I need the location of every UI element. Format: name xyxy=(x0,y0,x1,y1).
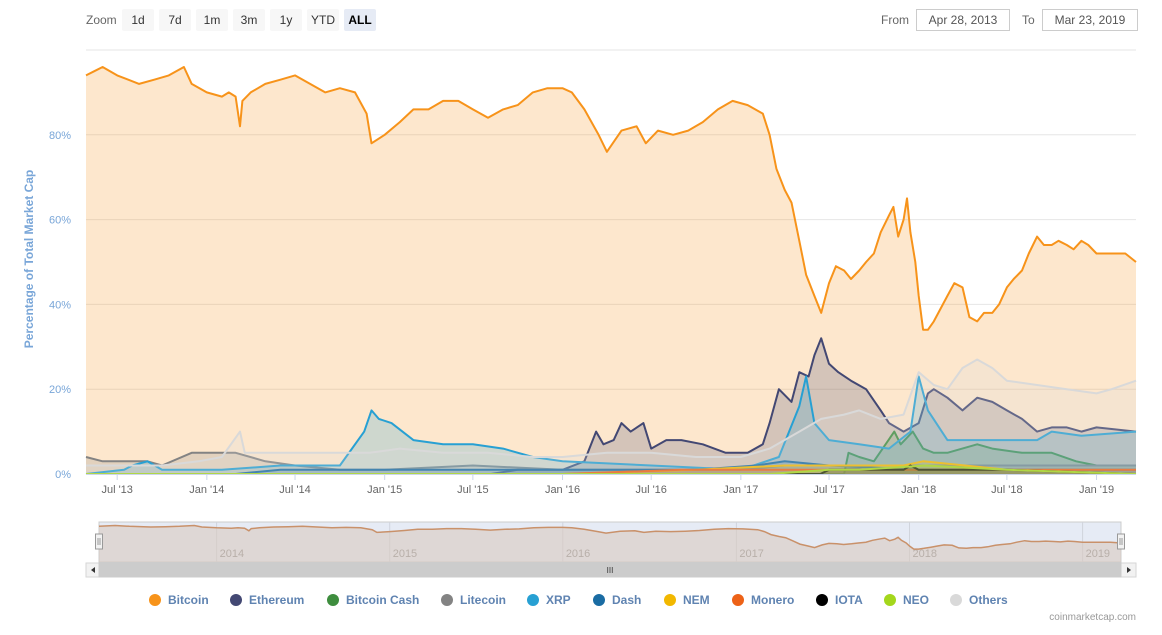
x-tick-label: Jan '19 xyxy=(1079,484,1114,496)
legend-item-dash[interactable]: Dash xyxy=(593,590,641,610)
scroll-right-arrow-icon[interactable] xyxy=(1127,567,1131,573)
nem-area xyxy=(86,461,1136,474)
monero-area xyxy=(86,469,1136,474)
ethereum-line xyxy=(86,337,1137,475)
y-tick-label: 80% xyxy=(49,130,71,142)
y-tick-label: 0% xyxy=(55,469,71,481)
legend-item-ethereum[interactable]: Ethereum xyxy=(230,590,304,610)
legend-label: Bitcoin Cash xyxy=(346,593,420,607)
legend-item-others[interactable]: Others xyxy=(950,590,1008,610)
market-cap-chart: 0% 20% 40% 60% 80% Percentage of Total Market… xyxy=(22,49,1137,578)
y-tick-label: 40% xyxy=(49,299,71,311)
legend-item-litecoin[interactable]: Litecoin xyxy=(441,590,506,610)
legend-dot-icon xyxy=(441,594,453,606)
x-tick-label: Jan '17 xyxy=(723,484,758,496)
legend-dot-icon xyxy=(230,594,242,606)
bitcoin-cash-line xyxy=(86,430,1136,475)
zoom-all-button[interactable]: ALL xyxy=(344,9,376,31)
others-line xyxy=(86,358,1137,467)
xrp-line xyxy=(85,375,1137,475)
legend-dot-icon xyxy=(884,594,896,606)
legend-label: XRP xyxy=(546,593,571,607)
legend-item-bitcoin[interactable]: Bitcoin xyxy=(149,590,209,610)
legend-dot-icon xyxy=(816,594,828,606)
legend-label: Dash xyxy=(612,593,642,607)
to-label: To xyxy=(1022,13,1035,27)
legend-dot-icon xyxy=(327,594,339,606)
zoom-1d-button[interactable]: 1d xyxy=(122,9,154,31)
scrollbar-thumb[interactable] xyxy=(98,562,1122,578)
to-date-input[interactable]: Mar 23, 2019 xyxy=(1042,9,1138,31)
xrp-area xyxy=(86,376,1136,474)
neo-area xyxy=(86,465,1136,474)
bitcoin-line xyxy=(85,66,1137,331)
legend-item-monero[interactable]: Monero xyxy=(732,590,794,610)
legend-item-iota[interactable]: IOTA xyxy=(816,590,863,610)
legend-dot-icon xyxy=(664,594,676,606)
zoom-label: Zoom xyxy=(86,13,117,27)
credit-text: coinmarketcap.com xyxy=(1049,612,1136,623)
from-date-input[interactable]: Apr 28, 2013 xyxy=(916,9,1010,31)
legend-label: Ethereum xyxy=(249,593,305,607)
x-tick-label: Jan '16 xyxy=(545,484,580,496)
navigator-right-handle[interactable] xyxy=(1117,533,1125,550)
x-tick-label: Jul '13 xyxy=(101,484,132,496)
iota-area xyxy=(86,465,1136,474)
legend-label: Monero xyxy=(751,593,795,607)
zoom-7d-button[interactable]: 7d xyxy=(159,9,191,31)
x-tick-label: Jan '18 xyxy=(901,484,936,496)
dash-area xyxy=(86,461,1136,474)
legend-dot-icon xyxy=(527,594,539,606)
from-label: From xyxy=(881,13,909,27)
legend-label: Litecoin xyxy=(460,593,507,607)
chart-legend: Bitcoin Ethereum Bitcoin Cash Litecoin XRP Da… xyxy=(0,590,1162,610)
bitcoin-area xyxy=(86,67,1136,474)
legend-dot-icon xyxy=(732,594,744,606)
legend-dot-icon xyxy=(950,594,962,606)
legend-dot-icon xyxy=(149,594,161,606)
zoom-1y-button[interactable]: 1y xyxy=(270,9,302,31)
x-tick-label: Jul '16 xyxy=(635,484,666,496)
x-tick-label: Jul '14 xyxy=(279,484,310,496)
scrollbar-grip-icon: III xyxy=(607,566,614,575)
x-tick-label: Jul '18 xyxy=(991,484,1022,496)
others-area xyxy=(86,359,1136,474)
legend-label: NEM xyxy=(683,593,710,607)
x-tick-label: Jan '14 xyxy=(189,484,224,496)
legend-label: IOTA xyxy=(835,593,863,607)
legend-item-bitcoin-cash[interactable]: Bitcoin Cash xyxy=(327,590,419,610)
navigator-line xyxy=(98,524,1122,550)
navigator-area xyxy=(99,525,1121,562)
zoom-3m-button[interactable]: 3m xyxy=(233,9,265,31)
zoom-ytd-button[interactable]: YTD xyxy=(307,9,339,31)
x-tick-label: Jul '17 xyxy=(813,484,844,496)
ethereum-area xyxy=(86,338,1136,474)
navigator[interactable]: 201420152016201720182019III xyxy=(85,521,1137,578)
chart-toolbar: Zoom 1d 7d 1m 3m 1y YTD ALL From Apr 28,… xyxy=(0,0,1162,40)
legend-label: Bitcoin xyxy=(168,593,209,607)
zoom-1m-button[interactable]: 1m xyxy=(196,9,228,31)
x-tick-label: Jan '15 xyxy=(367,484,402,496)
y-axis-title: Percentage of Total Market Cap xyxy=(22,170,36,349)
scroll-left-arrow-icon[interactable] xyxy=(91,567,95,573)
legend-item-xrp[interactable]: XRP xyxy=(527,590,571,610)
x-tick-label: Jul '15 xyxy=(457,484,488,496)
navigator-left-handle[interactable] xyxy=(95,533,103,550)
bitcoin-cash-area xyxy=(86,431,1136,474)
legend-item-nem[interactable]: NEM xyxy=(664,590,710,610)
series-areas xyxy=(85,66,1137,475)
chart-axes: 0% 20% 40% 60% 80% Percentage of Total Market… xyxy=(22,130,1136,496)
legend-dot-icon xyxy=(593,594,605,606)
legend-label: Others xyxy=(969,593,1008,607)
y-tick-label: 60% xyxy=(49,215,71,227)
y-tick-label: 20% xyxy=(49,384,71,396)
legend-item-neo[interactable]: NEO xyxy=(884,590,929,610)
legend-label: NEO xyxy=(903,593,930,607)
